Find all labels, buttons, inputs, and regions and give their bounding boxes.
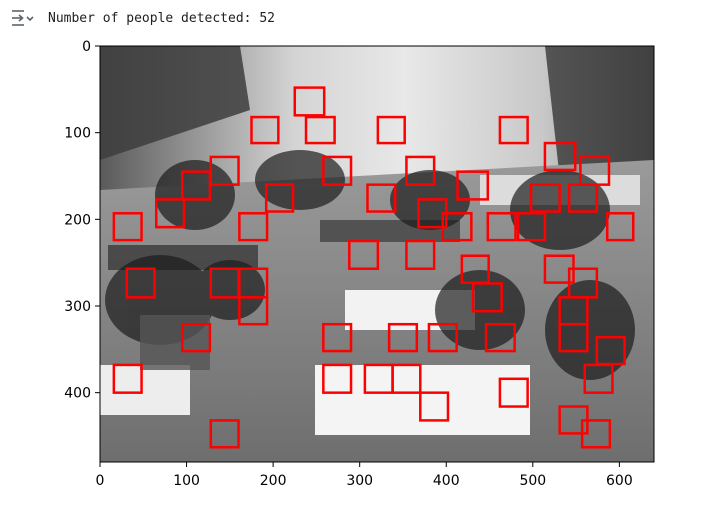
detection-box xyxy=(264,183,295,213)
detection-box xyxy=(112,212,143,242)
detection-box xyxy=(391,363,422,394)
detection-boxes xyxy=(112,86,635,449)
detection-box xyxy=(366,183,397,213)
x-tick-label: 100 xyxy=(173,473,200,489)
detection-box xyxy=(348,239,380,270)
detection-box xyxy=(580,419,612,449)
detection-box xyxy=(583,363,614,394)
detection-box xyxy=(238,212,269,242)
detection-box xyxy=(304,115,336,145)
detection-box xyxy=(322,322,353,353)
detection-box xyxy=(376,115,406,145)
y-tick-label: 0 xyxy=(82,39,91,55)
detection-box xyxy=(498,377,529,408)
y-tick-label: 400 xyxy=(64,386,91,402)
detection-box xyxy=(606,212,635,242)
detection-box xyxy=(427,322,458,353)
detection-box xyxy=(516,212,547,242)
detection-box xyxy=(441,212,473,242)
output-header: Number of people detected: 52 xyxy=(10,6,275,30)
detection-box xyxy=(322,155,353,186)
y-tick-label: 200 xyxy=(64,212,91,228)
detection-box xyxy=(180,170,212,201)
x-tick-label: 400 xyxy=(433,473,460,489)
detection-box xyxy=(238,296,269,326)
x-tick-label: 300 xyxy=(346,473,373,489)
detection-count-text: Number of people detected: 52 xyxy=(48,10,275,26)
y-axis: 0 100 200 300 400 xyxy=(64,39,100,402)
plot-frame xyxy=(99,45,655,463)
detection-box xyxy=(471,282,503,313)
detection-box xyxy=(529,183,561,213)
y-tick-label: 100 xyxy=(64,126,91,142)
detection-box xyxy=(419,391,450,422)
x-tick-label: 500 xyxy=(519,473,546,489)
detection-box xyxy=(486,212,517,242)
detection-box xyxy=(405,155,436,186)
detection-box xyxy=(543,141,577,172)
detection-box xyxy=(498,115,529,145)
detection-box xyxy=(209,419,240,449)
detection-box xyxy=(456,170,490,201)
detection-box xyxy=(387,322,419,353)
detection-box xyxy=(180,322,212,353)
detection-box xyxy=(250,115,280,145)
detection-box xyxy=(293,86,326,117)
y-tick-label: 300 xyxy=(64,299,91,315)
detection-box xyxy=(558,322,589,353)
detection-box xyxy=(155,198,186,229)
detection-box xyxy=(112,363,143,394)
detection-box xyxy=(405,239,436,270)
x-axis: 0 100 200 300 400 500 600 xyxy=(96,462,633,489)
x-tick-label: 600 xyxy=(606,473,633,489)
detection-box xyxy=(322,363,353,394)
detection-box xyxy=(567,183,599,213)
detection-box xyxy=(125,267,156,299)
collapse-output-icon[interactable] xyxy=(10,8,34,28)
x-tick-label: 0 xyxy=(96,473,105,489)
x-tick-label: 200 xyxy=(260,473,287,489)
detection-box xyxy=(484,322,516,353)
